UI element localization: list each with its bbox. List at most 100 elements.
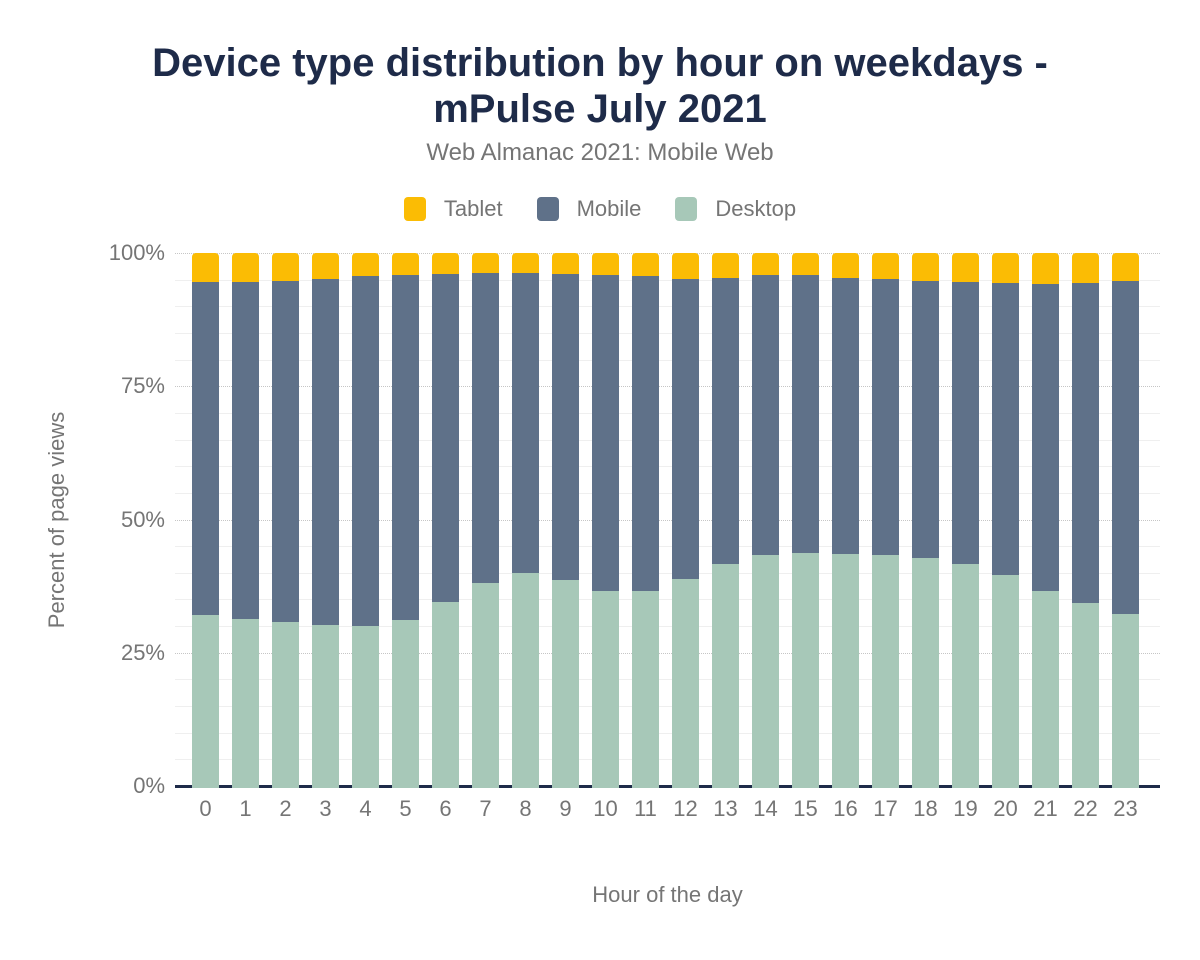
bar-hour-7-tablet-segment[interactable] [472, 253, 499, 274]
bar-hour-19-tablet-segment[interactable] [952, 253, 979, 283]
bar-hour-20-tablet-segment[interactable] [992, 253, 1019, 284]
bar-hour-23-tablet-segment[interactable] [1112, 253, 1139, 282]
bar-hour-0-mobile-segment[interactable] [192, 282, 219, 616]
bar-hour-11-desktop-segment[interactable] [632, 590, 659, 788]
bar-hour-10 [592, 253, 619, 788]
x-tick-label-9: 9 [559, 796, 572, 821]
bar-hour-9-desktop-segment[interactable] [552, 579, 579, 788]
bar-hour-5-desktop-segment[interactable] [392, 620, 419, 788]
bar-hour-16-mobile-segment[interactable] [832, 277, 859, 554]
bar-hour-8-desktop-segment[interactable] [512, 573, 539, 788]
bar-hour-8-tablet-segment[interactable] [512, 253, 539, 273]
bar-hour-11-mobile-segment[interactable] [632, 276, 659, 591]
bar-hour-7-mobile-segment[interactable] [472, 273, 499, 583]
bar-hour-10-mobile-segment[interactable] [592, 275, 619, 592]
bar-hour-21 [1032, 253, 1059, 788]
bar-hour-13-tablet-segment[interactable] [712, 253, 739, 279]
bar-hour-13 [712, 253, 739, 788]
bar-hour-6-tablet-segment[interactable] [432, 253, 459, 275]
bar-hour-1-mobile-segment[interactable] [232, 282, 259, 620]
bar-hour-2-tablet-segment[interactable] [272, 253, 299, 282]
bar-hour-16-desktop-segment[interactable] [832, 553, 859, 788]
minor-gridline-80pct [175, 359, 1160, 361]
bar-hour-8-mobile-segment[interactable] [512, 272, 539, 574]
bar-hour-4-mobile-segment[interactable] [352, 276, 379, 627]
bar-hour-4-tablet-segment[interactable] [352, 253, 379, 277]
bar-hour-6-desktop-segment[interactable] [432, 601, 459, 788]
bar-hour-15-mobile-segment[interactable] [792, 275, 819, 554]
minor-gridline-95pct [175, 279, 1160, 281]
bar-hour-19-mobile-segment[interactable] [952, 282, 979, 564]
bar-hour-21-mobile-segment[interactable] [1032, 284, 1059, 592]
bar-hour-2-desktop-segment[interactable] [272, 621, 299, 788]
bar-hour-20 [992, 253, 1019, 788]
minor-gridline-15pct [175, 706, 1160, 708]
bar-hour-17-mobile-segment[interactable] [872, 278, 899, 555]
bar-hour-4-desktop-segment[interactable] [352, 626, 379, 788]
bar-hour-16-tablet-segment[interactable] [832, 253, 859, 278]
bar-hour-0 [192, 253, 219, 788]
bar-hour-7-desktop-segment[interactable] [472, 582, 499, 788]
bar-hour-12-mobile-segment[interactable] [672, 279, 699, 579]
bar-hour-19-desktop-segment[interactable] [952, 563, 979, 788]
minor-gridline-65pct [175, 439, 1160, 441]
bar-hour-21-desktop-segment[interactable] [1032, 591, 1059, 788]
bar-hour-20-desktop-segment[interactable] [992, 575, 1019, 788]
bar-hour-18-mobile-segment[interactable] [912, 280, 939, 559]
bar-hour-13-desktop-segment[interactable] [712, 563, 739, 788]
bar-hour-22 [1072, 253, 1099, 788]
bar-hour-12-desktop-segment[interactable] [672, 578, 699, 788]
bar-hour-21-tablet-segment[interactable] [1032, 253, 1059, 285]
bar-hour-9-tablet-segment[interactable] [552, 253, 579, 275]
legend-label-tablet: Tablet [443, 196, 503, 221]
bar-hour-18-desktop-segment[interactable] [912, 558, 939, 788]
bar-hour-22-tablet-segment[interactable] [1072, 253, 1099, 284]
bar-hour-10-desktop-segment[interactable] [592, 591, 619, 788]
bar-hour-2-mobile-segment[interactable] [272, 281, 299, 622]
bar-hour-15-tablet-segment[interactable] [792, 253, 819, 276]
bar-hour-22-mobile-segment[interactable] [1072, 283, 1099, 604]
chart-subtitle: Web Almanac 2021: Mobile Web [426, 139, 774, 166]
bar-hour-5-mobile-segment[interactable] [392, 275, 419, 621]
bar-hour-23-mobile-segment[interactable] [1112, 281, 1139, 614]
bar-hour-11-tablet-segment[interactable] [632, 253, 659, 277]
bar-hour-1-tablet-segment[interactable] [232, 253, 259, 283]
bar-hour-3-desktop-segment[interactable] [312, 625, 339, 788]
bar-hour-3-tablet-segment[interactable] [312, 253, 339, 279]
bar-hour-13-mobile-segment[interactable] [712, 278, 739, 564]
bar-hour-14-mobile-segment[interactable] [752, 275, 779, 555]
y-tick-label-50: 50% [120, 506, 165, 532]
x-axis-title: Hour of the day [592, 882, 743, 907]
bar-hour-0-desktop-segment[interactable] [192, 615, 219, 788]
bar-hour-12-tablet-segment[interactable] [672, 253, 699, 280]
bar-hour-22-desktop-segment[interactable] [1072, 603, 1099, 788]
tablet-color-swatch [403, 197, 426, 221]
bar-hour-14-tablet-segment[interactable] [752, 253, 779, 276]
y-axis-title-text: Percent of page views [44, 411, 69, 629]
x-tick-label-3: 3 [319, 796, 332, 821]
x-tick-label-7: 7 [479, 796, 492, 821]
bar-hour-3-mobile-segment[interactable] [312, 278, 339, 626]
bar-hour-0-tablet-segment[interactable] [192, 253, 219, 283]
bar-hour-17-tablet-segment[interactable] [872, 253, 899, 279]
bar-hour-20-mobile-segment[interactable] [992, 283, 1019, 576]
chart-title-line-1: Device type distribution by hour on week… [152, 41, 1048, 85]
x-tick-label-11: 11 [634, 796, 657, 821]
bar-hour-23-desktop-segment[interactable] [1112, 613, 1139, 788]
x-axis-line [175, 784, 1160, 788]
bar-hour-15-desktop-segment[interactable] [792, 553, 819, 788]
bar-hour-1-desktop-segment[interactable] [232, 619, 259, 788]
desktop-color-swatch [675, 197, 698, 221]
x-tick-label-6: 6 [439, 796, 452, 821]
bar-hour-9-mobile-segment[interactable] [552, 274, 579, 580]
bar-hour-17-desktop-segment[interactable] [872, 554, 899, 788]
bar-hour-8 [512, 253, 539, 788]
bar-hour-5-tablet-segment[interactable] [392, 253, 419, 276]
bar-hour-14-desktop-segment[interactable] [752, 554, 779, 788]
bar-hour-18-tablet-segment[interactable] [912, 253, 939, 281]
bar-hour-1 [232, 253, 259, 788]
bar-hour-10-tablet-segment[interactable] [592, 253, 619, 276]
bar-hour-3 [312, 253, 339, 788]
bar-hour-6-mobile-segment[interactable] [432, 274, 459, 602]
